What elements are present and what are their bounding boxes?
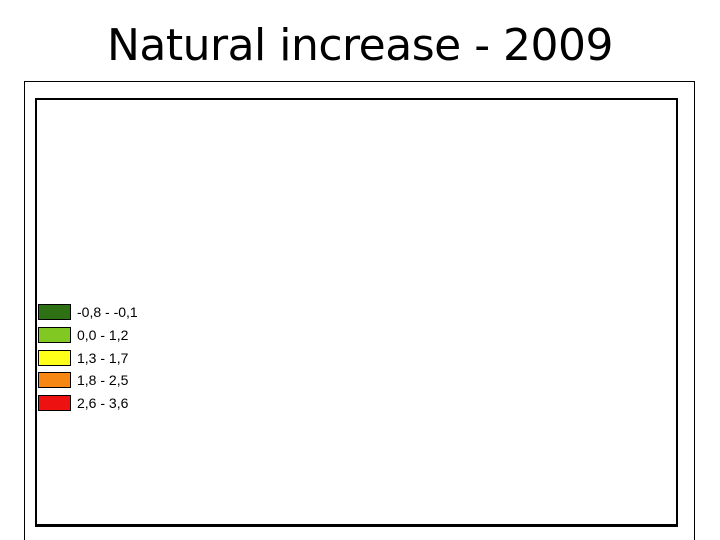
legend-color-swatch xyxy=(38,304,71,320)
legend-label: 1,8 - 2,5 xyxy=(77,372,129,389)
legend-label: 2,6 - 3,6 xyxy=(77,395,129,412)
map-inner-frame xyxy=(35,98,678,527)
legend-item: 1,3 - 1,7 xyxy=(38,349,138,366)
legend-label: 0,0 - 1,2 xyxy=(77,326,129,343)
legend-label: 1,3 - 1,7 xyxy=(77,349,129,366)
map-legend: -0,8 - -0,1 0,0 - 1,2 1,3 - 1,7 1,8 - 2,5 2,… xyxy=(38,304,138,418)
slide-title: Natural increase - 2009 xyxy=(106,20,614,71)
legend-color-swatch xyxy=(38,326,71,343)
legend-color-swatch xyxy=(38,395,71,412)
legend-label: -0,8 - -0,1 xyxy=(77,304,138,320)
map-outer-frame xyxy=(24,81,695,540)
legend-color-swatch xyxy=(38,349,71,366)
legend-item: 2,6 - 3,6 xyxy=(38,395,138,412)
legend-item: -0,8 - -0,1 xyxy=(38,304,138,320)
legend-item: 0,0 - 1,2 xyxy=(38,326,138,343)
legend-item: 1,8 - 2,5 xyxy=(38,372,138,389)
legend-color-swatch xyxy=(38,372,71,389)
